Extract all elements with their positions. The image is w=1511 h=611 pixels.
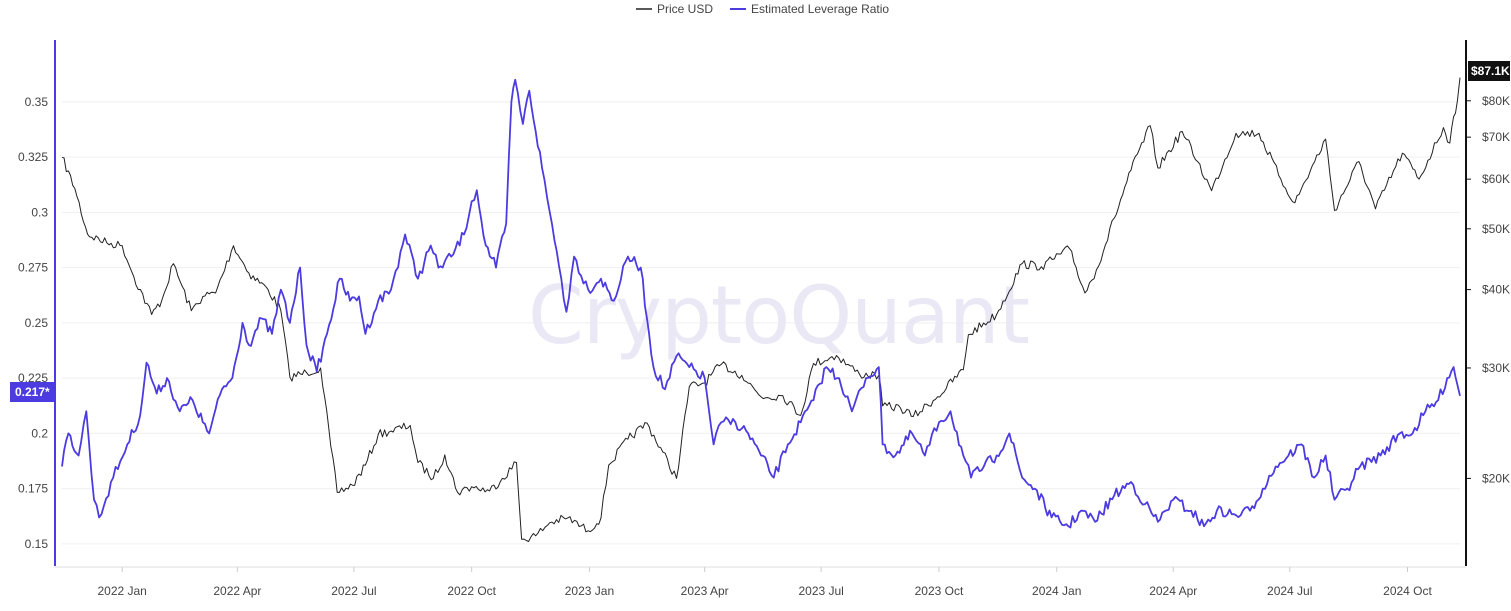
right-tick-label: $70K	[1482, 130, 1510, 144]
left-tick-label: 0.325	[18, 150, 48, 164]
left-tick-label: 0.3	[31, 205, 48, 219]
left-tick-label: 0.225	[18, 371, 48, 385]
x-tick-label: 2024 Apr	[1149, 584, 1197, 598]
left-tick-label: 0.2	[31, 426, 48, 440]
leverage-line	[61, 78, 1461, 529]
x-tick-label: 2024 Jul	[1267, 584, 1312, 598]
left-tick-label: 0.25	[25, 316, 49, 330]
right-tick-label: $50K	[1482, 222, 1510, 236]
price-current-label: $87.1K	[1471, 64, 1510, 78]
left-tick-label: 0.15	[25, 537, 49, 551]
right-tick-label: $20K	[1482, 471, 1510, 485]
x-tick-label: 2023 Oct	[915, 584, 964, 598]
x-tick-label: 2024 Oct	[1383, 584, 1432, 598]
watermark: CryptoQuant	[528, 269, 1029, 362]
right-axis: $20K $30K $40K $50K $60K $70K $80K	[1465, 40, 1510, 566]
legend-leverage-label: Estimated Leverage Ratio	[751, 2, 889, 16]
x-tick-label: 2022 Jan	[97, 584, 146, 598]
x-tick-label: 2024 Jan	[1032, 584, 1081, 598]
left-axis: 0.15 0.175 0.2 0.225 0.25 0.275 0.3 0.325 0.35	[18, 40, 56, 566]
x-tick-label: 2022 Jul	[331, 584, 376, 598]
leverage-current-badge	[10, 382, 54, 402]
legend-price-label: Price USD	[657, 2, 713, 16]
left-tick-label: 0.175	[18, 482, 48, 496]
right-tick-label: $40K	[1482, 283, 1510, 297]
x-tick-label: 2022 Apr	[213, 584, 261, 598]
x-tick-label: 2023 Apr	[681, 584, 729, 598]
leverage-current-label: 0.217*	[15, 385, 50, 399]
series-group	[61, 77, 1461, 542]
legend: Price USD Estimated Leverage Ratio	[636, 2, 889, 16]
right-tick-label: $60K	[1482, 172, 1510, 186]
x-tick-label: 2023 Jul	[798, 584, 843, 598]
x-axis: 2022 Jan 2022 Apr 2022 Jul 2022 Oct 2023 Jan…	[55, 566, 1466, 598]
right-tick-label: $30K	[1482, 361, 1510, 375]
x-tick-label: 2022 Oct	[447, 584, 496, 598]
price-current-badge	[1468, 61, 1510, 81]
x-tick-label: 2023 Jan	[565, 584, 614, 598]
badges: 0.217* $87.1K	[10, 61, 1510, 402]
price-line	[61, 77, 1461, 542]
left-tick-label: 0.275	[18, 261, 48, 275]
right-tick-label: $80K	[1482, 94, 1510, 108]
left-tick-label: 0.35	[25, 95, 49, 109]
